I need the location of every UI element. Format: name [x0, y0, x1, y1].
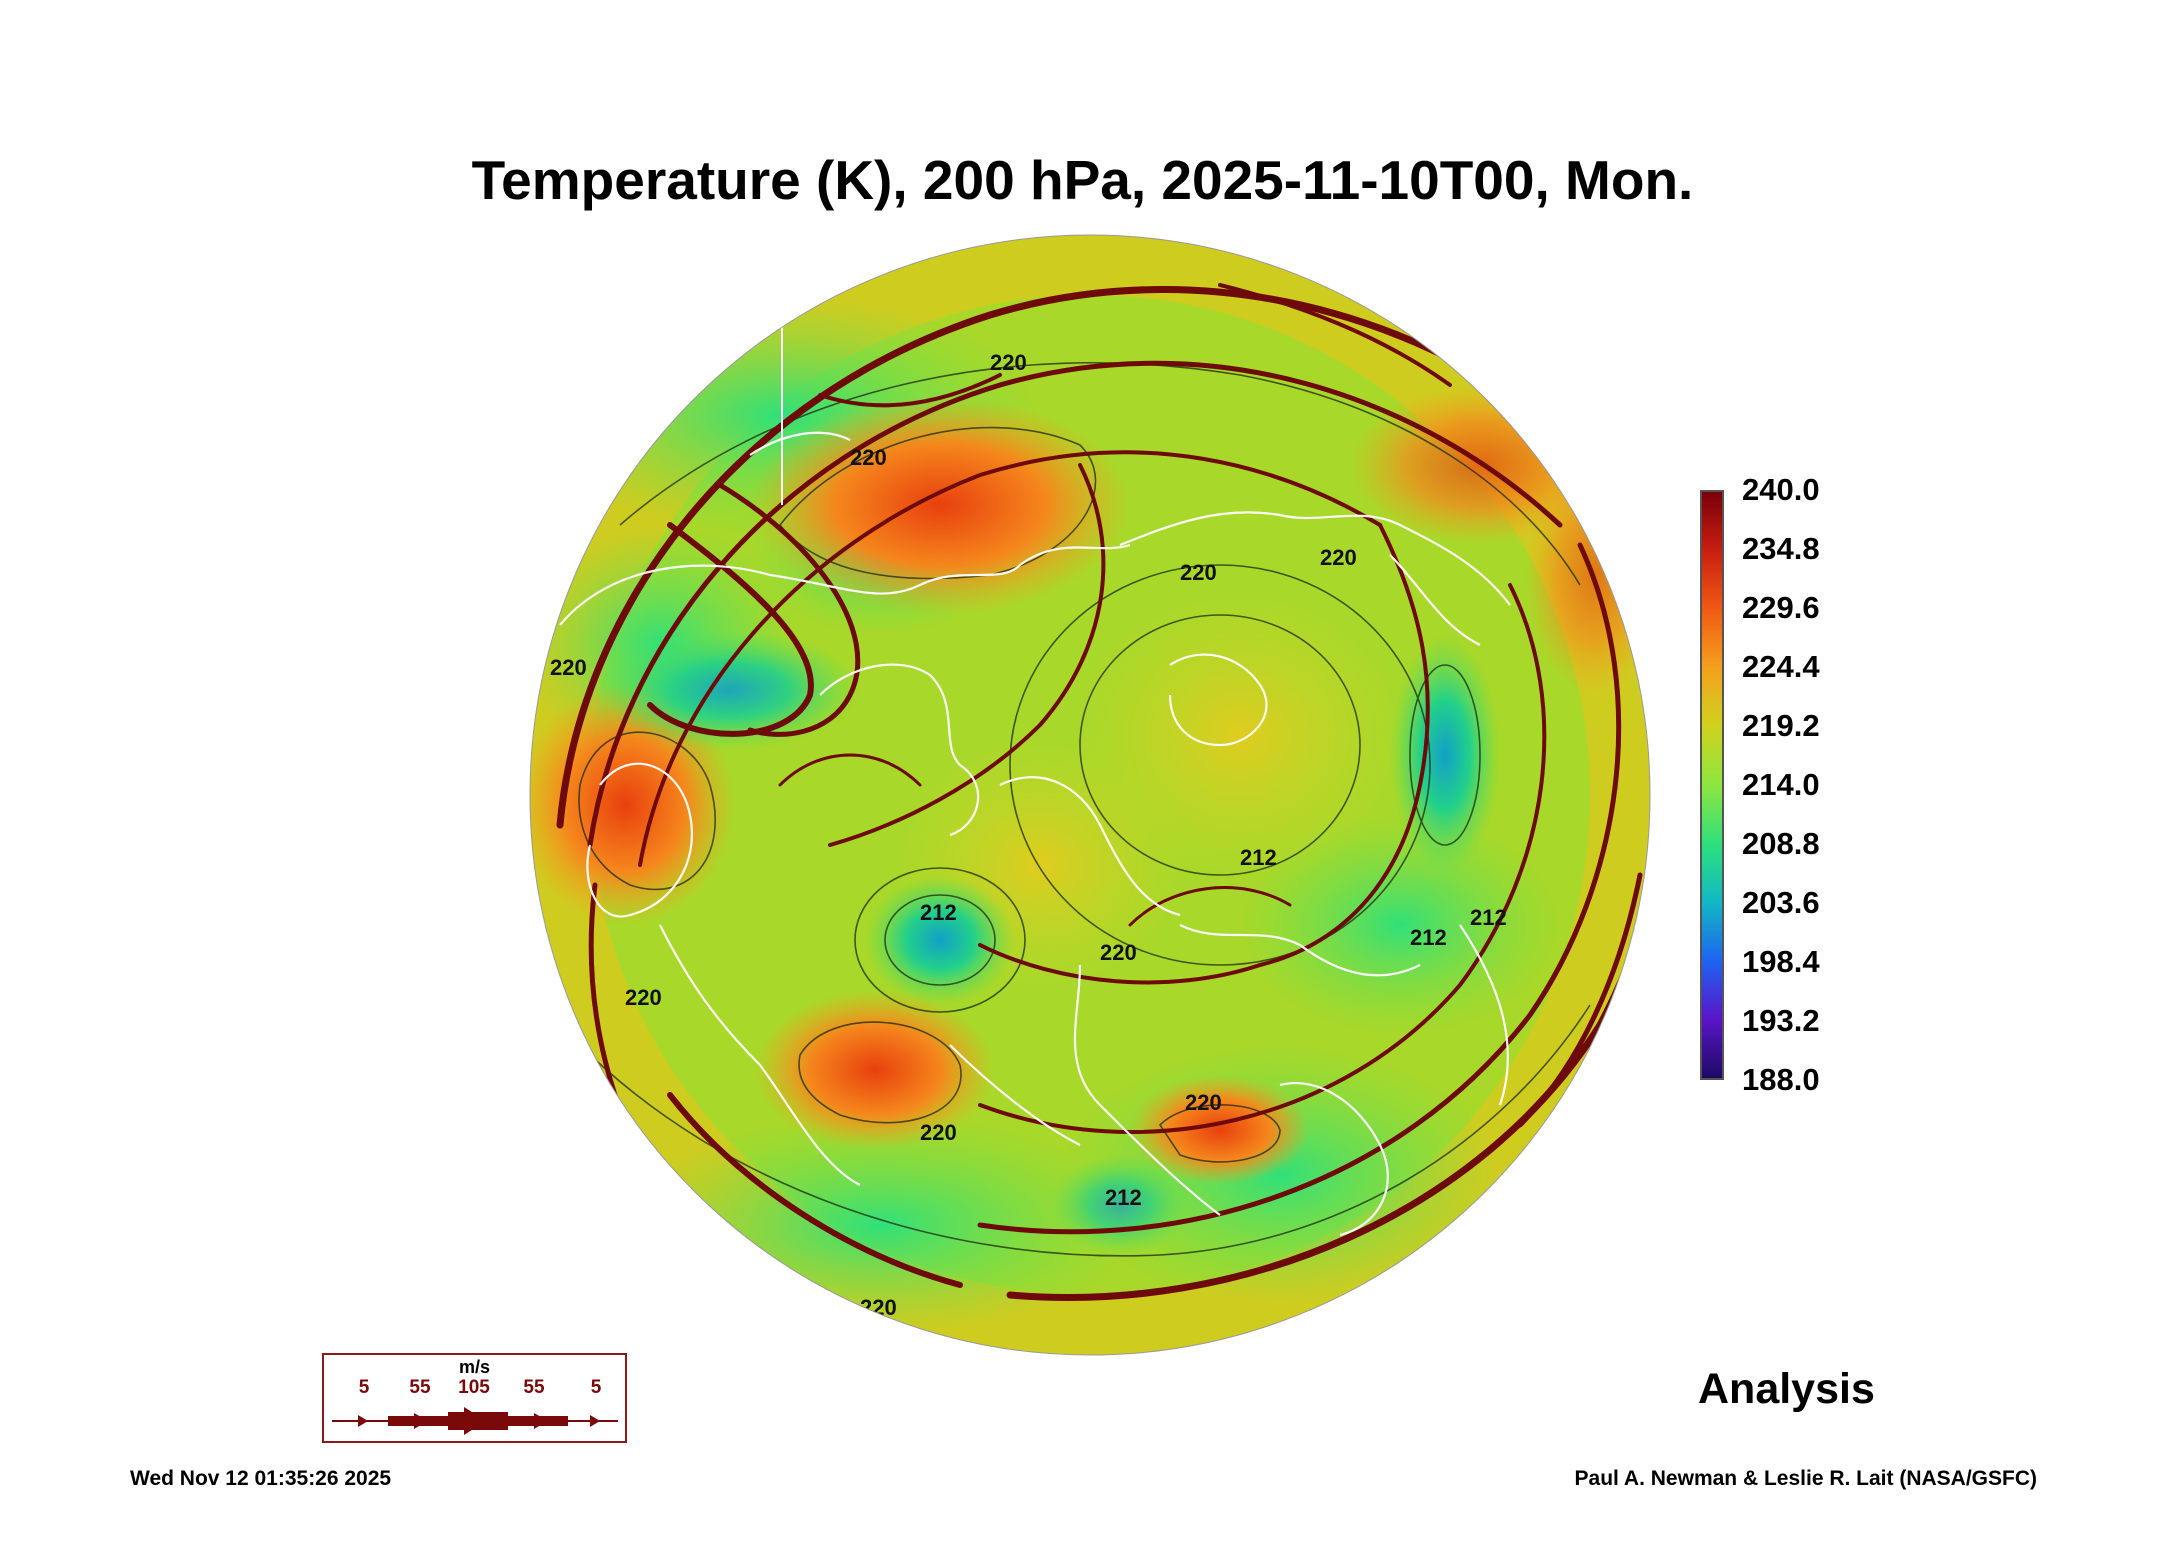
wind-legend-value: 55: [523, 1377, 545, 1398]
contour-label: 212: [1410, 925, 1447, 950]
contour-label: 220: [990, 350, 1027, 375]
polar-temperature-map: 220 220 220 220 220 220 220 220 220 212 …: [529, 234, 1651, 1356]
contour-label: 220: [1320, 545, 1357, 570]
wind-legend-value: 105: [458, 1377, 490, 1398]
contour-label: 220: [670, 235, 707, 260]
wind-unit-label: m/s: [458, 1357, 491, 1377]
contour-label: 220: [920, 1120, 957, 1145]
contour-label: 220: [1180, 560, 1217, 585]
colorbar-tick-label: 240.0: [1742, 472, 1820, 507]
chart-title: Temperature (K), 200 hPa, 2025-11-10T00,…: [471, 149, 1694, 211]
analysis-label: Analysis: [1698, 1365, 1875, 1413]
colorbar-tick-label: 219.2: [1742, 708, 1820, 743]
colorbar-tick-label: 224.4: [1742, 649, 1820, 684]
wind-speed-legend: m/s 5 55 105 55 5: [322, 1353, 627, 1443]
contour-label: 220: [625, 985, 662, 1010]
colorbar: 240.0 234.8 229.6 224.4 219.2 214.0 208.8 203.6…: [1700, 472, 1930, 1097]
contour-label: 220: [1100, 940, 1137, 965]
colorbar-tick-label: 214.0: [1742, 767, 1820, 802]
contour-label: 212: [1105, 1185, 1142, 1210]
colorbar-tick-label: 193.2: [1742, 1003, 1820, 1038]
colorbar-tick-label: 234.8: [1742, 531, 1820, 566]
contour-label: 212: [1240, 845, 1277, 870]
render-timestamp: Wed Nov 12 01:35:26 2025: [130, 1467, 392, 1490]
contour-label: 220: [550, 655, 587, 680]
colorbar-tick-label: 229.6: [1742, 590, 1820, 625]
contour-label: 220: [850, 445, 887, 470]
contour-label: 212: [1470, 905, 1507, 930]
wind-legend-value: 5: [590, 1377, 602, 1398]
colorbar-tick-label: 198.4: [1742, 944, 1820, 979]
contour-label: 212: [920, 900, 957, 925]
contour-label: 220: [1185, 1090, 1222, 1115]
wind-legend-value: 55: [409, 1377, 431, 1398]
colorbar-tick-label: 208.8: [1742, 826, 1820, 861]
temperature-contours: [578, 362, 1591, 1257]
temperature-field: 220 220 220 220 220 220 220 220 220 212 …: [530, 235, 1650, 1355]
credit-line: Paul A. Newman & Leslie R. Lait (NASA/GS…: [1574, 1467, 2037, 1490]
coastlines: [559, 431, 1511, 1237]
colorbar-tick-label: 203.6: [1742, 885, 1820, 920]
colorbar-gradient: [1700, 490, 1724, 1080]
wind-legend-value: 5: [358, 1377, 370, 1398]
colorbar-tick-label: 188.0: [1742, 1062, 1820, 1097]
wind-arrow-scale: [332, 1407, 618, 1435]
